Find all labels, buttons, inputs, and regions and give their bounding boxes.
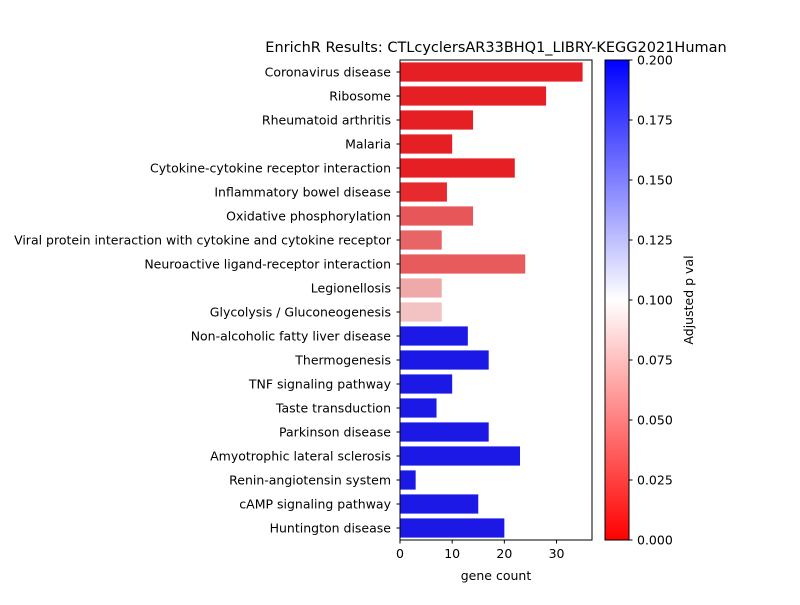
x-axis-label: gene count (461, 568, 532, 583)
bar (400, 206, 474, 226)
colorbar-tick-label: 0.150 (637, 173, 673, 188)
category-label: Ribosome (329, 89, 391, 104)
category-label: Amyotrophic lateral sclerosis (210, 449, 391, 464)
bar (400, 62, 583, 82)
category-label: Malaria (345, 137, 391, 152)
colorbar-tick-label: 0.100 (637, 293, 673, 308)
category-label: Thermogenesis (294, 353, 391, 368)
colorbar-tick-label: 0.075 (637, 353, 673, 368)
bar (400, 134, 453, 154)
category-label: Legionellosis (311, 281, 391, 296)
bar (400, 494, 479, 514)
bar (400, 326, 468, 346)
bar (400, 86, 547, 106)
bar (400, 110, 474, 130)
plot-frame (399, 59, 593, 541)
bar (400, 158, 515, 178)
colorbar-tick-label: 0.000 (637, 533, 673, 548)
category-label: Taste transduction (275, 401, 391, 416)
category-label: TNF signaling pathway (248, 377, 392, 392)
category-label: Coronavirus disease (265, 65, 392, 80)
bar (400, 230, 442, 250)
bar (400, 302, 442, 322)
bar (400, 518, 505, 538)
bar (400, 374, 453, 394)
colorbar-tick-label: 0.125 (637, 233, 673, 248)
category-label: Viral protein interaction with cytokine … (14, 233, 392, 248)
bar (400, 350, 489, 370)
category-label: Parkinson disease (279, 425, 391, 440)
colorbar-ticks: 0.000 0.025 0.050 0.075 0.100 0.125 0.150 0.175… (629, 53, 673, 548)
category-label: Renin-angiotensin system (229, 473, 391, 488)
category-label: Glycolysis / Gluconeogenesis (210, 305, 391, 320)
category-label: Oxidative phosphorylation (226, 209, 391, 224)
bar (400, 278, 442, 298)
colorbar-tick-label: 0.200 (637, 53, 673, 68)
x-tick-label: 10 (444, 546, 460, 561)
category-label: Non-alcoholic fatty liver disease (191, 329, 392, 344)
colorbar-tick-label: 0.175 (637, 113, 673, 128)
category-label: Huntington disease (270, 521, 392, 536)
colorbar-tick-label: 0.050 (637, 413, 673, 428)
bars-layer (400, 62, 583, 538)
category-labels: Coronavirus disease Ribosome Rheumatoid ar… (14, 65, 400, 536)
chart-title: EnrichR Results: CTLcyclersAR33BHQ1_LIBR… (265, 40, 726, 56)
colorbar (604, 59, 630, 541)
category-label: Inflammatory bowel disease (214, 185, 391, 200)
bar (400, 470, 416, 490)
bar (400, 446, 520, 466)
colorbar-tick-label: 0.025 (637, 473, 673, 488)
category-label: cAMP signaling pathway (239, 497, 391, 512)
x-tick-label: 20 (496, 546, 512, 561)
x-tick-label: 30 (549, 546, 565, 561)
bar (400, 254, 526, 274)
category-label: Neuroactive ligand-receptor interaction (144, 257, 391, 272)
colorbar-label: Adjusted p val (681, 255, 696, 344)
bar (400, 182, 447, 202)
x-tick-label: 0 (396, 546, 404, 561)
bar (400, 422, 489, 442)
category-label: Cytokine-cytokine receptor interaction (150, 161, 391, 176)
bar (400, 398, 437, 418)
x-axis: 0 10 20 30 (396, 540, 565, 561)
category-label: Rheumatoid arthritis (262, 113, 391, 128)
